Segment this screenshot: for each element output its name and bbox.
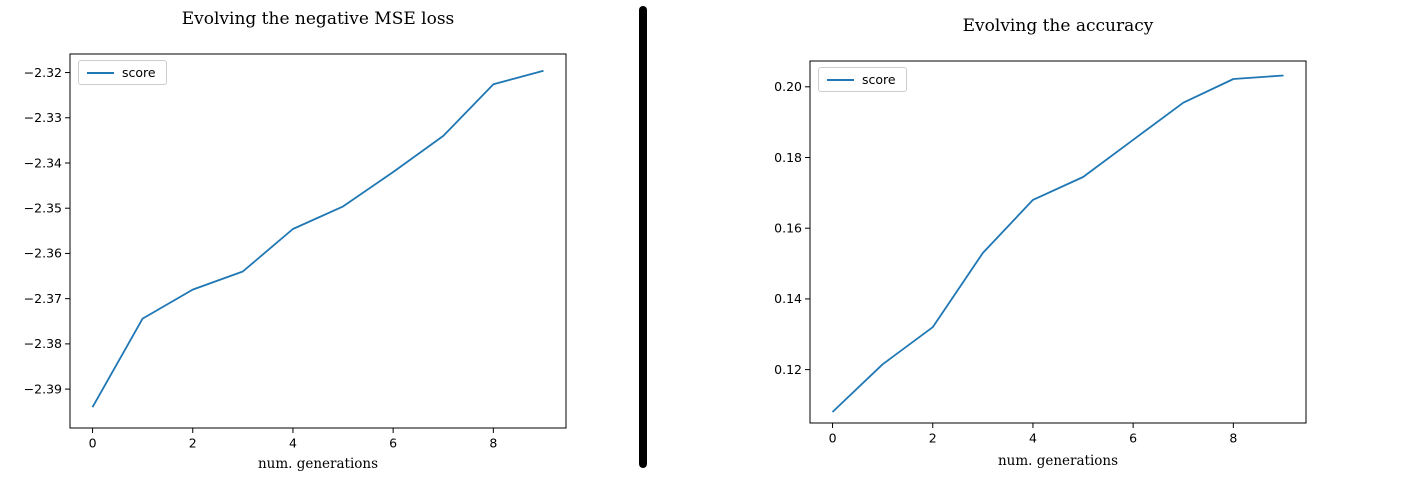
legend-label: score xyxy=(122,65,156,80)
y-tick-label: −2.35 xyxy=(24,201,62,216)
plot-border xyxy=(69,53,567,429)
score-line xyxy=(831,74,1284,413)
x-tick-label: 0 xyxy=(829,431,837,446)
y-tick-label: −2.39 xyxy=(24,381,62,396)
y-tick-label: 0.20 xyxy=(774,79,802,94)
x-tick-label: 2 xyxy=(189,436,197,451)
legend: score xyxy=(818,67,907,92)
y-tick-label: −2.36 xyxy=(24,246,62,261)
plot-area: 0 2 4 6 8 0.20 0.18 0.16 0.14 0.12 xyxy=(774,60,1307,446)
plot-border xyxy=(809,60,1307,424)
x-tick-label: 6 xyxy=(1129,431,1137,446)
x-tick-label: 6 xyxy=(389,436,397,451)
x-tick-label: 8 xyxy=(1229,431,1237,446)
chart-negative-mse-loss: Evolving the negative MSE loss 0 2 4 6 8 −2.3… xyxy=(0,0,640,477)
y-tick-label: −2.32 xyxy=(24,65,62,80)
y-tick-label: 0.18 xyxy=(774,150,802,165)
y-tick-label: −2.34 xyxy=(24,155,62,170)
legend-line-swatch xyxy=(827,78,854,81)
chart-title: Evolving the accuracy xyxy=(962,16,1154,36)
y-tick-label: 0.12 xyxy=(774,362,802,377)
x-axis-label: num. generations xyxy=(997,453,1119,469)
y-tick-label: 0.14 xyxy=(774,291,802,306)
legend-label: score xyxy=(862,72,896,87)
legend: score xyxy=(78,60,167,85)
x-tick-label: 2 xyxy=(929,431,937,446)
y-tick-label: −2.33 xyxy=(24,110,62,125)
chart-accuracy: Evolving the accuracy 0 2 4 6 8 0.20 0.18 0.16 0… xyxy=(700,0,1410,477)
y-tick-label: 0.16 xyxy=(774,221,802,236)
chart-title: Evolving the negative MSE loss xyxy=(181,9,455,29)
x-tick-label: 0 xyxy=(89,436,97,451)
x-axis-label: num. generations xyxy=(257,456,379,472)
x-tick-label: 8 xyxy=(489,436,497,451)
score-line xyxy=(91,69,544,408)
legend-line-swatch xyxy=(87,71,114,74)
plot-area: 0 2 4 6 8 −2.32 −2.33 −2.34 −2.35 −2.36 −2.37 −2.38… xyxy=(24,53,567,451)
y-tick-label: −2.38 xyxy=(24,336,62,351)
vertical-divider xyxy=(639,6,647,468)
x-tick-label: 4 xyxy=(1029,431,1037,446)
y-tick-label: −2.37 xyxy=(24,291,62,306)
x-tick-label: 4 xyxy=(289,436,297,451)
